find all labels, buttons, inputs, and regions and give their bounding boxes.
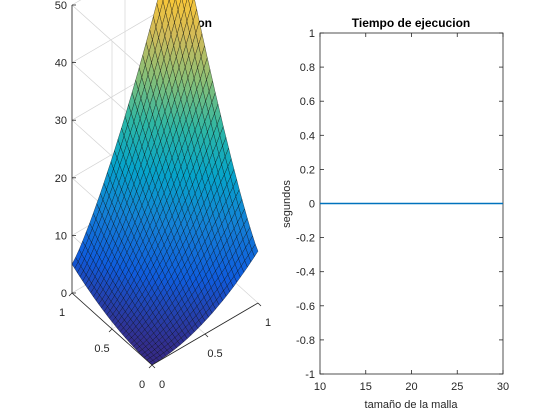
y-tick-label: 0.5	[94, 343, 109, 355]
y-tick-label: -0.8	[296, 335, 315, 347]
y-tick-label: 1	[59, 307, 65, 319]
y-tick-label: -1	[305, 369, 315, 381]
x-tick-label: 10	[314, 381, 326, 393]
x-tick-label: 1	[265, 317, 271, 329]
y-tick	[68, 292, 73, 297]
z-tick-label: 30	[55, 115, 67, 127]
y-tick-label: 0.4	[300, 130, 315, 142]
y-tick-label: 0.8	[300, 62, 315, 74]
line-plot-title: Tiempo de ejecucion	[352, 16, 470, 30]
z-tick-label: 40	[55, 58, 67, 70]
x-tick-label: 20	[405, 381, 417, 393]
y-tick-label: 1	[309, 28, 315, 40]
line-plot: Tiempo de ejecucion -1 -0.8 -0.6 -0.4 -0.2 0 0…	[281, 16, 509, 411]
line-plot-ticks: -1 -0.8 -0.6 -0.4 -0.2 0 0.2 0.4 0.6 0.8 1 10 15 20 25…	[296, 28, 509, 393]
y-tick-label: 0	[139, 379, 145, 391]
y-tick-label: 0.2	[300, 164, 315, 176]
y-tick-label: -0.6	[296, 301, 315, 313]
y-tick-label: 0	[309, 199, 315, 211]
x-tick	[151, 364, 156, 369]
y-tick	[108, 328, 113, 333]
z-tick-label: 50	[55, 0, 67, 12]
x-tick-label: 30	[497, 381, 509, 393]
x-tick-label: 25	[451, 381, 463, 393]
x-tick-label: 0.5	[207, 348, 222, 360]
z-tick-label: 10	[55, 230, 67, 242]
y-tick-label: -0.4	[296, 267, 315, 279]
surface-mesh	[71, 0, 259, 366]
z-tick-label: 0	[61, 288, 67, 300]
x-tick-label: 0	[159, 379, 165, 391]
x-tick-label: 15	[360, 381, 372, 393]
y-tick-label: -0.2	[296, 233, 315, 245]
y-tick	[148, 364, 153, 369]
line-plot-xlabel: tamaño de la malla	[365, 399, 459, 411]
z-tick-label: 20	[55, 173, 67, 185]
x-tick	[257, 302, 262, 307]
x-tick	[204, 333, 209, 338]
line-plot-ylabel: segundos	[281, 180, 293, 228]
y-tick-label: 0.6	[300, 96, 315, 108]
